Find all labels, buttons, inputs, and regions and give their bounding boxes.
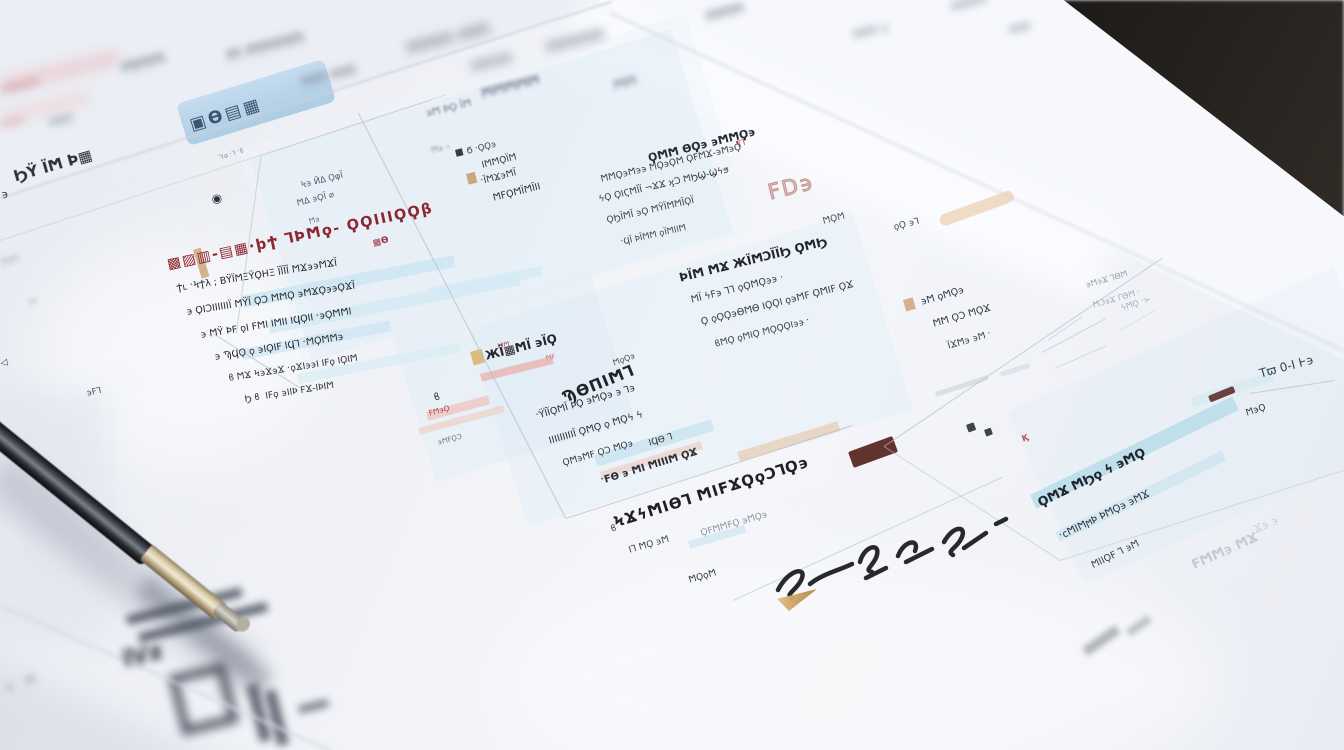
pen-barrel bbox=[0, 398, 157, 567]
signature-strokes bbox=[775, 516, 1009, 601]
bottom-glow bbox=[500, 560, 1220, 750]
handwritten-signature bbox=[775, 516, 1009, 601]
